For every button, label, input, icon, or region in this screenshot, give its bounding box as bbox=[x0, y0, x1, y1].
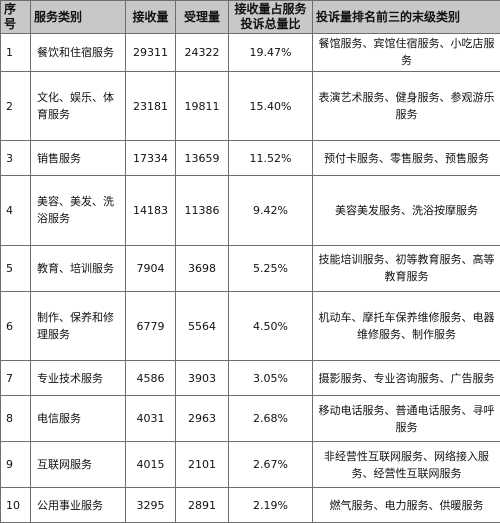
cell-received: 14183 bbox=[125, 175, 176, 246]
cell-category: 教育、培训服务 bbox=[30, 244, 126, 292]
cell-subcategories: 移动电话服务、普通电话服务、寻呼服务 bbox=[312, 395, 500, 443]
table-row: 10 公用事业服务 3295 2891 2.19% 燃气服务、电力服务、供暖服务 bbox=[0, 487, 500, 523]
cell-subcategories: 摄影服务、专业咨询服务、广告服务 bbox=[312, 360, 500, 397]
cell-subcategories: 燃气服务、电力服务、供暖服务 bbox=[312, 487, 500, 523]
cell-category: 专业技术服务 bbox=[30, 360, 126, 397]
header-category: 服务类别 bbox=[30, 0, 126, 34]
cell-share: 15.40% bbox=[228, 70, 313, 142]
cell-received: 4031 bbox=[125, 395, 176, 443]
cell-accepted: 2101 bbox=[175, 441, 229, 489]
cell-accepted: 19811 bbox=[175, 70, 229, 142]
cell-category: 互联网服务 bbox=[30, 441, 126, 489]
header-index: 序号 bbox=[0, 0, 31, 34]
cell-index: 2 bbox=[0, 70, 31, 142]
table-row: 2 文化、娱乐、体育服务 23181 19811 15.40% 表演艺术服务、健… bbox=[0, 70, 500, 142]
table-row: 3 销售服务 17334 13659 11.52% 预付卡服务、零售服务、预售服… bbox=[0, 140, 500, 177]
cell-received: 17334 bbox=[125, 140, 176, 177]
cell-accepted: 24322 bbox=[175, 33, 229, 72]
cell-share: 5.25% bbox=[228, 244, 313, 292]
cell-accepted: 3698 bbox=[175, 244, 229, 292]
cell-subcategories: 美容美发服务、洗浴按摩服务 bbox=[312, 175, 500, 246]
table-row: 9 互联网服务 4015 2101 2.67% 非经营性互联网服务、网络接入服务… bbox=[0, 441, 500, 489]
cell-category: 美容、美发、洗浴服务 bbox=[30, 175, 126, 246]
cell-index: 5 bbox=[0, 244, 31, 292]
cell-share: 2.19% bbox=[228, 487, 313, 523]
table-row: 5 教育、培训服务 7904 3698 5.25% 技能培训服务、初等教育服务、… bbox=[0, 244, 500, 292]
cell-index: 9 bbox=[0, 441, 31, 489]
table-row: 1 餐饮和住宿服务 29311 24322 19.47% 餐馆服务、宾馆住宿服务… bbox=[0, 33, 500, 72]
cell-share: 11.52% bbox=[228, 140, 313, 177]
cell-category: 销售服务 bbox=[30, 140, 126, 177]
cell-index: 1 bbox=[0, 33, 31, 72]
cell-subcategories: 预付卡服务、零售服务、预售服务 bbox=[312, 140, 500, 177]
cell-category: 文化、娱乐、体育服务 bbox=[30, 70, 126, 142]
cell-accepted: 11386 bbox=[175, 175, 229, 246]
table-row: 8 电信服务 4031 2963 2.68% 移动电话服务、普通电话服务、寻呼服… bbox=[0, 395, 500, 443]
table-row: 7 专业技术服务 4586 3903 3.05% 摄影服务、专业咨询服务、广告服… bbox=[0, 360, 500, 397]
header-received: 接收量 bbox=[125, 0, 176, 34]
cell-received: 4015 bbox=[125, 441, 176, 489]
table-body: 1 餐饮和住宿服务 29311 24322 19.47% 餐馆服务、宾馆住宿服务… bbox=[0, 33, 500, 523]
cell-received: 6779 bbox=[125, 290, 176, 362]
cell-subcategories: 非经营性互联网服务、网络接入服务、经营性互联网服务 bbox=[312, 441, 500, 489]
cell-share: 9.42% bbox=[228, 175, 313, 246]
cell-received: 3295 bbox=[125, 487, 176, 523]
cell-index: 7 bbox=[0, 360, 31, 397]
cell-subcategories: 餐馆服务、宾馆住宿服务、小吃店服务 bbox=[312, 33, 500, 72]
cell-category: 制作、保养和修理服务 bbox=[30, 290, 126, 362]
cell-received: 23181 bbox=[125, 70, 176, 142]
table-row: 6 制作、保养和修理服务 6779 5564 4.50% 机动车、摩托车保养维修… bbox=[0, 290, 500, 362]
cell-share: 4.50% bbox=[228, 290, 313, 362]
table-header: 序号 服务类别 接收量 受理量 接收量占服务投诉总量比 投诉量排名前三的末级类别 bbox=[0, 0, 500, 34]
cell-index: 10 bbox=[0, 487, 31, 523]
cell-subcategories: 技能培训服务、初等教育服务、高等教育服务 bbox=[312, 244, 500, 292]
table-row: 4 美容、美发、洗浴服务 14183 11386 9.42% 美容美发服务、洗浴… bbox=[0, 175, 500, 246]
cell-subcategories: 机动车、摩托车保养维修服务、电器维修服务、制作服务 bbox=[312, 290, 500, 362]
cell-share: 19.47% bbox=[228, 33, 313, 72]
cell-subcategories: 表演艺术服务、健身服务、参观游乐服务 bbox=[312, 70, 500, 142]
header-share: 接收量占服务投诉总量比 bbox=[228, 0, 313, 34]
cell-received: 7904 bbox=[125, 244, 176, 292]
cell-accepted: 13659 bbox=[175, 140, 229, 177]
cell-index: 8 bbox=[0, 395, 31, 443]
cell-category: 电信服务 bbox=[30, 395, 126, 443]
header-subcategories: 投诉量排名前三的末级类别 bbox=[312, 0, 500, 34]
cell-accepted: 2963 bbox=[175, 395, 229, 443]
header-row: 序号 服务类别 接收量 受理量 接收量占服务投诉总量比 投诉量排名前三的末级类别 bbox=[0, 0, 500, 34]
cell-share: 2.67% bbox=[228, 441, 313, 489]
cell-index: 6 bbox=[0, 290, 31, 362]
cell-share: 3.05% bbox=[228, 360, 313, 397]
cell-category: 公用事业服务 bbox=[30, 487, 126, 523]
cell-index: 3 bbox=[0, 140, 31, 177]
cell-accepted: 3903 bbox=[175, 360, 229, 397]
cell-accepted: 5564 bbox=[175, 290, 229, 362]
cell-received: 4586 bbox=[125, 360, 176, 397]
cell-received: 29311 bbox=[125, 33, 176, 72]
cell-category: 餐饮和住宿服务 bbox=[30, 33, 126, 72]
cell-index: 4 bbox=[0, 175, 31, 246]
cell-accepted: 2891 bbox=[175, 487, 229, 523]
cell-share: 2.68% bbox=[228, 395, 313, 443]
header-accepted: 受理量 bbox=[175, 0, 229, 34]
